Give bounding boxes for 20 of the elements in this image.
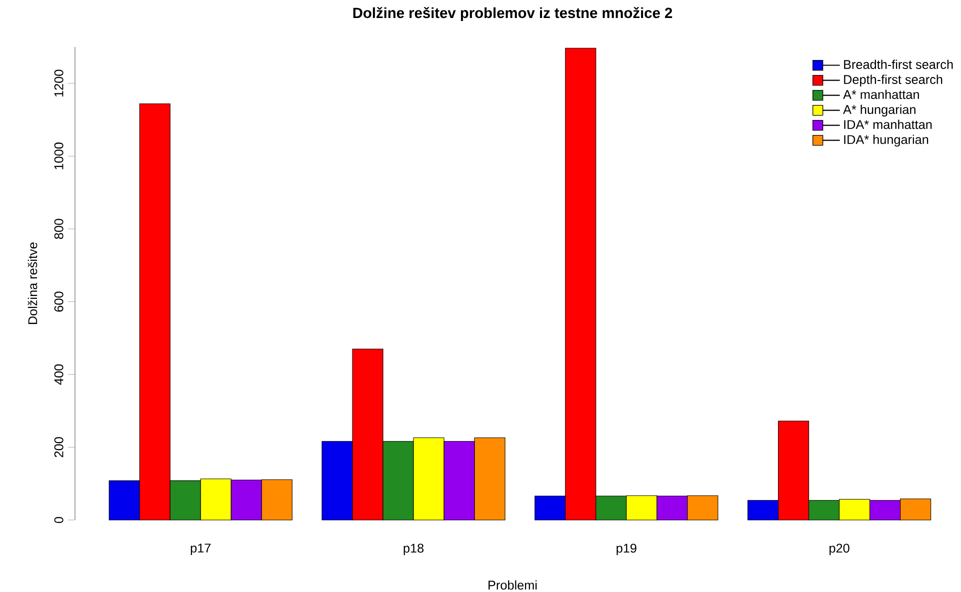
x-tick-label: p20 bbox=[830, 544, 850, 556]
y-tick-label: 1000 bbox=[54, 142, 64, 170]
chart-title: Dolžine rešitev problemov iz testne množice 2 bbox=[353, 7, 672, 21]
y-axis-title: Dolžina rešitve bbox=[28, 242, 38, 324]
y-tick-label: 1200 bbox=[54, 70, 64, 97]
legend-label: Depth-first search bbox=[844, 74, 942, 87]
y-tick-label: 800 bbox=[54, 218, 64, 239]
legend-label: IDA* manhattan bbox=[844, 120, 932, 130]
x-tick-label: p18 bbox=[404, 544, 424, 556]
x-tick-label: p17 bbox=[190, 544, 211, 556]
y-tick-label: 200 bbox=[54, 437, 64, 458]
y-tick-label: 0 bbox=[54, 516, 64, 524]
y-tick-label: 400 bbox=[54, 364, 64, 385]
legend-label: A* hungarian bbox=[843, 104, 916, 117]
legend-label: Breadth-first search bbox=[844, 60, 953, 69]
legend-label: A* manhattan bbox=[843, 90, 919, 100]
x-axis-title: Problemi bbox=[488, 580, 537, 590]
legend-label: IDA* hungarian bbox=[844, 134, 928, 147]
x-tick-label: p19 bbox=[616, 544, 636, 556]
y-tick-label: 600 bbox=[54, 292, 64, 312]
